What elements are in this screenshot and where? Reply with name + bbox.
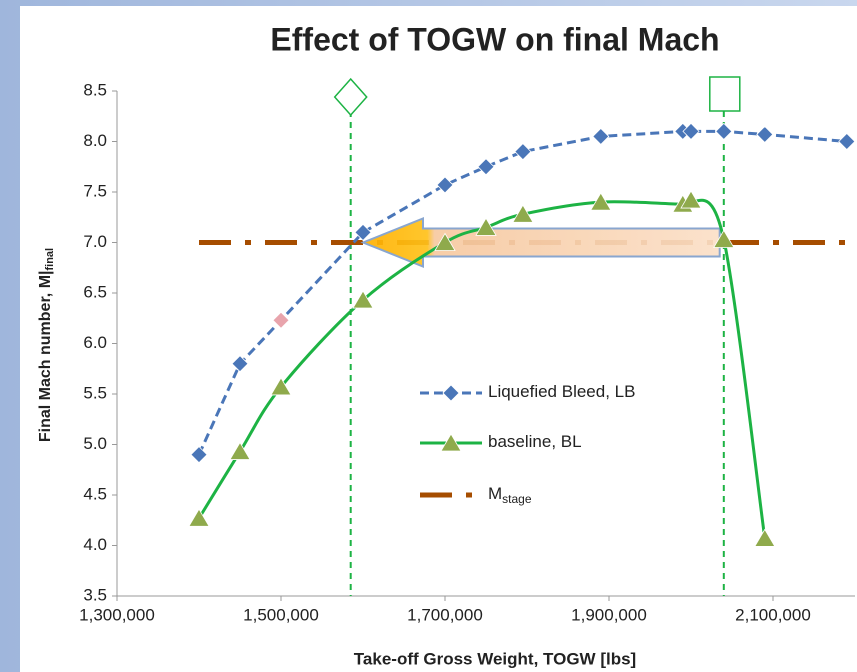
marker (590, 192, 612, 211)
legend-label-main: baseline, BL (488, 432, 582, 451)
marker (680, 190, 702, 209)
x-tick-label: 1,900,000 (571, 605, 647, 624)
y-axis-label: Final Mach number, M|final (37, 248, 56, 442)
chart-title: Effect of TOGW on final Mach (270, 21, 719, 57)
marker (272, 311, 290, 329)
legend-label: Liquefied Bleed, LB (488, 382, 635, 401)
legend-label-main: M (488, 484, 502, 503)
marker (756, 125, 774, 143)
x-tick-label: 1,300,000 (79, 605, 155, 624)
y-tick-label: 7.5 (83, 181, 107, 200)
x-tick-label: 2,100,000 (735, 605, 811, 624)
y-tick-label: 4.0 (83, 535, 107, 554)
marker (231, 355, 249, 373)
marker (512, 204, 534, 223)
y-axis-label-sub: final (44, 248, 56, 271)
marker (715, 122, 733, 140)
marker (190, 446, 208, 464)
marker (838, 132, 856, 151)
marker (188, 508, 210, 527)
legend-label: Mstage (488, 484, 532, 506)
y-tick-label: 7.0 (83, 232, 107, 251)
y-tick-label: 3.5 (83, 585, 107, 604)
y-tick-label: 4.5 (83, 484, 107, 503)
marker (754, 528, 776, 547)
y-tick-label: 5.0 (83, 434, 107, 453)
reference-marker (333, 77, 368, 117)
y-tick-label: 5.5 (83, 383, 107, 402)
marker (713, 229, 735, 248)
marker (477, 158, 495, 176)
legend-label: baseline, BL (488, 432, 582, 451)
marker (436, 176, 454, 194)
marker (270, 377, 292, 396)
panel (20, 6, 857, 672)
x-axis-label: Take-off Gross Weight, TOGW [lbs] (354, 649, 636, 668)
legend-label-sub: stage (502, 492, 532, 506)
y-axis-label-main: Final Mach number, M| (37, 271, 54, 443)
y-tick-label: 6.0 (83, 333, 107, 352)
y-tick-label: 8.5 (83, 80, 107, 99)
y-tick-label: 6.5 (83, 282, 107, 301)
marker (434, 232, 456, 251)
marker (352, 290, 374, 309)
x-tick-label: 1,500,000 (243, 605, 319, 624)
marker (475, 217, 497, 236)
marker (229, 441, 251, 460)
reference-marker (709, 76, 741, 112)
legend-label-main: Liquefied Bleed, LB (488, 382, 635, 401)
x-tick-label: 1,700,000 (407, 605, 483, 624)
marker (354, 223, 372, 241)
marker (682, 122, 700, 140)
marker (514, 143, 532, 161)
marker (592, 127, 610, 146)
y-tick-label: 8.0 (83, 131, 107, 150)
marker (440, 433, 462, 452)
marker (442, 384, 460, 402)
